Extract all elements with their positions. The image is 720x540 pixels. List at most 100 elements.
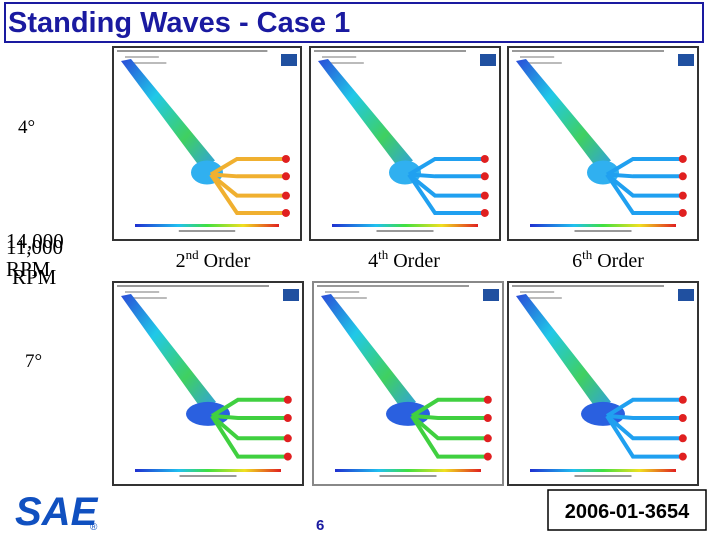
branch xyxy=(407,172,485,198)
branch-end xyxy=(483,452,492,461)
beam xyxy=(318,59,413,169)
branch-end xyxy=(480,208,489,217)
branch xyxy=(407,173,485,215)
panel-header xyxy=(322,62,364,64)
panel-frame xyxy=(312,281,504,486)
angle-label: 7° xyxy=(25,351,42,372)
logo: SAE xyxy=(15,490,99,534)
order-number: 4 xyxy=(368,250,378,272)
order-label: 4th Order xyxy=(368,247,440,272)
color-bar xyxy=(530,469,676,472)
panel-logo xyxy=(483,289,499,301)
branch-end xyxy=(480,172,489,181)
branch xyxy=(410,414,488,441)
branch-end xyxy=(480,191,489,200)
panel-header xyxy=(325,297,367,299)
panel-header xyxy=(512,50,664,52)
branch-end xyxy=(281,172,290,181)
branch xyxy=(605,397,683,418)
panel-logo xyxy=(678,54,694,66)
simulation-panel xyxy=(112,281,304,486)
branch-end xyxy=(678,208,687,217)
branch xyxy=(410,414,488,459)
branch xyxy=(605,414,683,441)
speed-unit: RPM xyxy=(12,265,57,289)
branch-end xyxy=(480,154,489,163)
branch-end xyxy=(281,154,290,163)
panel-header xyxy=(125,291,160,293)
branch-end xyxy=(678,434,687,443)
panel-logo xyxy=(480,54,496,66)
branch-end xyxy=(283,434,292,443)
panel-header xyxy=(314,50,466,52)
color-bar-caption xyxy=(574,230,632,232)
beam xyxy=(516,59,611,169)
panel-header xyxy=(317,285,469,287)
branch-end xyxy=(483,434,492,443)
color-bar-caption xyxy=(376,230,434,232)
color-bar xyxy=(335,469,481,472)
branch-end xyxy=(678,154,687,163)
branch-end xyxy=(483,414,492,423)
panel-logo xyxy=(678,289,694,301)
branch xyxy=(605,156,683,177)
registered-mark: ® xyxy=(90,522,98,533)
speed-value: 11,000 xyxy=(6,235,63,259)
color-bar-caption xyxy=(379,475,437,477)
color-bar xyxy=(530,224,676,227)
branch-end xyxy=(678,172,687,181)
speed-value: 14,000 xyxy=(6,229,64,253)
branch xyxy=(605,414,683,459)
simulation-panel xyxy=(507,281,699,486)
panel-header xyxy=(520,62,562,64)
speed-label: 14,000 RPM xyxy=(6,229,64,281)
simulation-panel xyxy=(112,46,302,241)
branch xyxy=(408,172,485,179)
panel-header xyxy=(125,56,159,58)
order-number: 2 xyxy=(176,250,186,272)
color-bar-caption xyxy=(178,230,236,232)
order-label: 6th Order xyxy=(572,247,644,272)
branch-end xyxy=(483,395,492,404)
branch xyxy=(605,173,683,215)
panels xyxy=(112,46,699,486)
order-word: Order xyxy=(393,250,440,272)
branch xyxy=(606,172,683,179)
panel-header xyxy=(520,297,562,299)
paper-id: 2006-01-3654 xyxy=(565,501,690,523)
branch xyxy=(209,156,286,177)
panel-header xyxy=(520,56,555,58)
branch-end xyxy=(678,452,687,461)
branch xyxy=(411,413,488,421)
bell xyxy=(386,401,430,426)
order-number: 6 xyxy=(572,250,582,272)
panel-frame xyxy=(112,281,304,486)
branch xyxy=(210,414,288,459)
order-suffix: th xyxy=(378,247,389,262)
branch-end xyxy=(283,452,292,461)
panel-logo xyxy=(283,289,299,301)
branch-end xyxy=(283,414,292,423)
color-bar xyxy=(135,224,279,227)
order-word: Order xyxy=(597,250,644,272)
order-labels: 2nd Order 4th Order 6th Order xyxy=(176,247,645,272)
order-suffix: th xyxy=(582,247,593,262)
branch-end xyxy=(283,395,292,404)
order-label: 2nd Order xyxy=(176,247,251,272)
branch xyxy=(211,413,288,421)
branch xyxy=(606,413,683,421)
branch xyxy=(410,397,488,418)
simulation-panel xyxy=(309,46,501,241)
color-bar xyxy=(332,224,478,227)
branch-end xyxy=(678,414,687,423)
branch xyxy=(210,397,288,418)
beam xyxy=(516,294,611,410)
speed-label: 11,000 RPM xyxy=(6,235,63,289)
beam xyxy=(121,59,215,169)
branch xyxy=(210,414,288,441)
page-number: 6 xyxy=(316,517,324,534)
order-suffix: nd xyxy=(186,247,200,262)
slide-title: Standing Waves - Case 1 xyxy=(8,7,350,39)
branch xyxy=(605,172,683,198)
beam xyxy=(121,294,216,410)
